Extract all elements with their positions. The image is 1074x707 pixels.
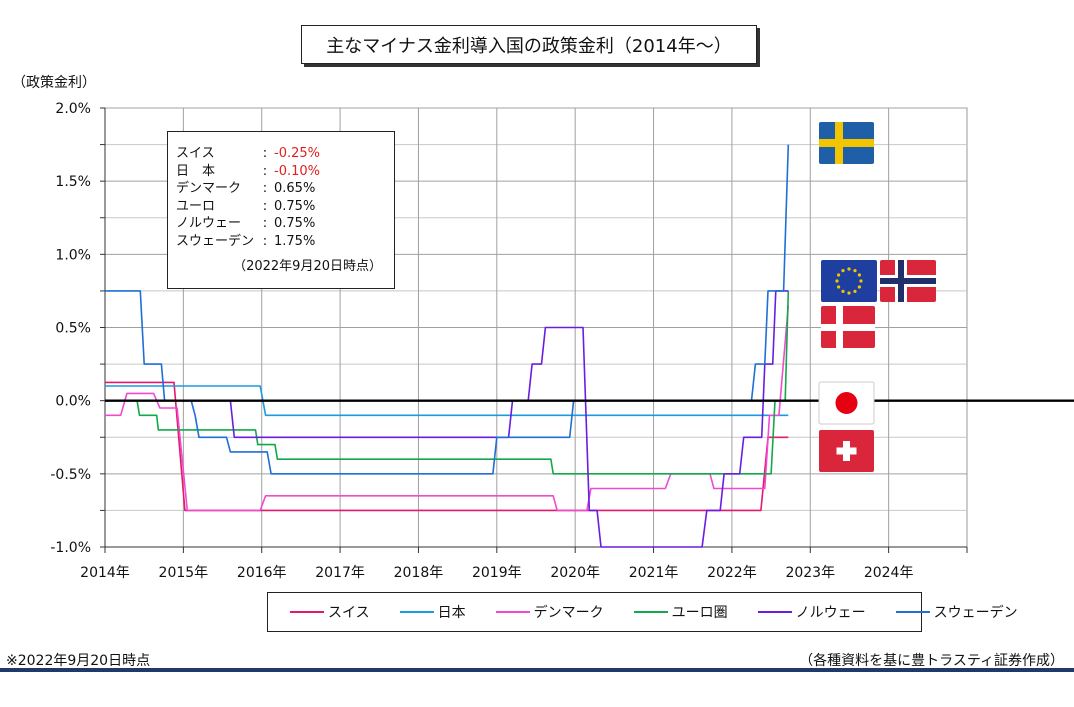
- legend-swatch: [633, 611, 668, 613]
- info-colon: :: [262, 216, 268, 231]
- series-line-4: [105, 290, 789, 548]
- info-rate: -0.25%: [274, 146, 320, 161]
- x-tick-label: 2022年: [707, 565, 757, 581]
- bottom-rule: [0, 668, 1074, 672]
- legend-item: ノルウェー: [757, 602, 866, 622]
- info-row: 日 本: -0.10%: [176, 163, 394, 181]
- series-line-2: [105, 305, 790, 512]
- x-tick-label: 2016年: [237, 565, 287, 581]
- info-country: 日 本: [176, 163, 216, 179]
- footnote: ※2022年9月20日時点: [6, 653, 151, 669]
- info-colon: :: [262, 163, 268, 179]
- y-tick-label: -0.5%: [50, 467, 91, 483]
- eu-star: [847, 291, 851, 295]
- eu-star: [857, 285, 862, 289]
- legend-swatch: [757, 611, 792, 613]
- legend-label: デンマーク: [533, 605, 604, 621]
- info-colon: :: [262, 146, 268, 161]
- source-note: （各種資料を基に豊トラスティ証券作成）: [799, 653, 1064, 669]
- x-tick-label: 2017年: [315, 565, 365, 581]
- eu-star: [837, 273, 841, 277]
- y-tick-label: 2.0%: [55, 101, 91, 117]
- eu-star: [847, 267, 851, 271]
- eu-star: [841, 269, 845, 273]
- info-rate: -0.10%: [274, 163, 320, 179]
- legend-label: ノルウェー: [795, 605, 866, 621]
- x-tick-label: 2024年: [864, 565, 914, 581]
- legend-item: 日本: [399, 602, 466, 622]
- info-country: ノルウェー: [176, 216, 242, 231]
- norway-flag-icon: [880, 260, 936, 302]
- latest-rates-box: スイス: -0.25% 日 本: -0.10% デンマーク:0.65% ユーロ:0.75%…: [167, 131, 395, 289]
- legend-label: スウェーデン: [933, 605, 1018, 621]
- legend-swatch: [290, 611, 324, 613]
- info-colon: :: [262, 181, 268, 196]
- y-tick-label: 0.5%: [55, 321, 91, 337]
- series-line-3: [105, 290, 790, 475]
- legend-item: ユーロ圏: [633, 602, 728, 622]
- info-rate: 1.75%: [274, 233, 316, 249]
- x-tick-label: 2021年: [629, 565, 679, 581]
- denmark-flag-icon: [821, 306, 875, 348]
- legend-swatch: [399, 611, 434, 613]
- y-tick-label: 0.0%: [55, 394, 91, 410]
- legend-swatch: [895, 611, 930, 613]
- eu-star: [859, 279, 863, 283]
- legend-label: スイス: [328, 605, 370, 621]
- info-rate: 0.65%: [274, 181, 316, 196]
- eu-star: [841, 289, 845, 293]
- info-rate: 0.75%: [274, 198, 316, 214]
- switzerland-flag-icon: [819, 430, 874, 472]
- eu-star: [853, 289, 857, 293]
- info-country: ユーロ: [176, 198, 216, 214]
- axes: 2.0% 1.5% 1.0% 0.5% 0.0% -0.5% -1.0% 2014年 2015年…: [50, 101, 968, 581]
- series-line-5: [105, 144, 790, 475]
- legend-label: ユーロ圏: [671, 605, 728, 621]
- info-row: ノルウェー:0.75%: [176, 215, 394, 233]
- info-country: スイス: [176, 146, 215, 161]
- info-row: スイス: -0.25%: [176, 145, 394, 163]
- x-tick-label: 2015年: [159, 565, 209, 581]
- info-row: ユーロ:0.75%: [176, 198, 394, 216]
- legend-item: デンマーク: [495, 602, 604, 622]
- y-tick-label: -1.0%: [50, 540, 91, 556]
- japan-flag-icon: [818, 381, 875, 425]
- info-rate: 0.75%: [274, 216, 316, 231]
- info-note: （2022年9月20日時点）: [233, 259, 382, 274]
- y-tick-label: 1.5%: [55, 174, 91, 190]
- eu-star: [857, 273, 862, 277]
- eu-star: [835, 279, 839, 283]
- info-colon: :: [262, 198, 268, 214]
- series-lines: [105, 144, 1074, 548]
- legend-label: 日本: [437, 605, 466, 621]
- legend-swatch: [495, 611, 530, 613]
- y-tick-label: 1.0%: [55, 247, 91, 263]
- y-axis-label: （政策金利）: [12, 75, 96, 91]
- info-country: スウェーデン: [176, 233, 255, 249]
- legend: スイス 日本 デンマーク ユーロ圏 ノルウェー スウェーデン: [267, 592, 1018, 632]
- info-country: デンマーク: [176, 181, 242, 196]
- eu-flag-icon: [821, 260, 877, 302]
- eu-star: [853, 269, 857, 273]
- legend-item: スイス: [290, 602, 370, 622]
- x-tick-label: 2020年: [550, 565, 600, 581]
- info-row: デンマーク:0.65%: [176, 180, 394, 198]
- info-colon: :: [262, 233, 268, 249]
- sweden-flag-icon: [819, 122, 874, 164]
- eu-star: [837, 285, 841, 289]
- x-tick-label: 2018年: [394, 565, 444, 581]
- x-tick-label: 2014年: [80, 565, 130, 581]
- x-tick-label: 2023年: [785, 565, 835, 581]
- chart-title: 主なマイナス金利導入国の政策金利（2014年～）: [301, 25, 757, 64]
- info-row: スウェーデン:1.75%: [176, 233, 394, 251]
- legend-item: スウェーデン: [895, 602, 1018, 622]
- x-tick-label: 2019年: [472, 565, 522, 581]
